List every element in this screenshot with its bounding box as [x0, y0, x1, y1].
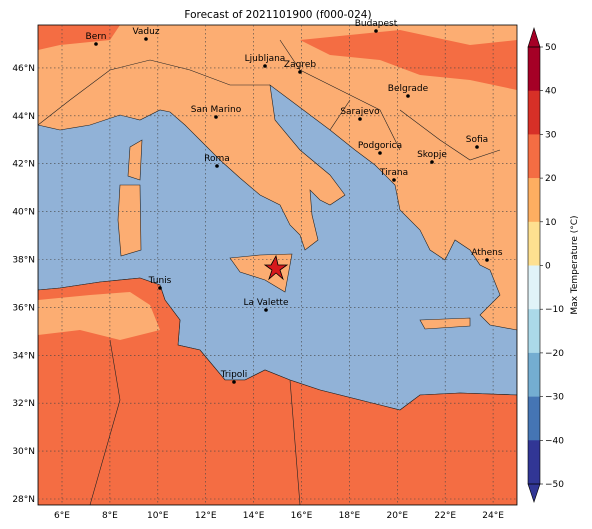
colorbar-tick-label: −20	[545, 349, 564, 359]
city-label: Athens	[471, 248, 502, 258]
colorbar-segment	[528, 396, 540, 441]
colorbar-segment	[528, 90, 540, 135]
city-label: Belgrade	[388, 84, 429, 94]
city-label: Roma	[204, 154, 230, 164]
city-dot	[158, 286, 162, 290]
colorbar-tick-label: 50	[545, 43, 557, 53]
colorbar-segment	[528, 134, 540, 179]
city-dot	[232, 380, 236, 384]
colorbar-segment	[528, 309, 540, 354]
city-label: Skopje	[417, 150, 447, 160]
lon-tick-label: 22°E	[434, 511, 456, 521]
city-dot	[358, 117, 362, 121]
colorbar-tick-label: 40	[545, 87, 557, 97]
city-dot	[215, 164, 219, 168]
city-label: Vaduz	[132, 27, 159, 37]
city-label: Tunis	[148, 276, 172, 286]
lat-tick-label: 38°N	[12, 256, 35, 266]
city-label: Zagreb	[284, 60, 316, 70]
colorbar-tick-label: −40	[545, 436, 564, 446]
city-label: Sofia	[466, 135, 488, 145]
lat-tick-label: 28°N	[12, 495, 35, 505]
city-label: Podgorica	[358, 141, 402, 151]
city-dot	[263, 64, 267, 68]
city-dot	[214, 115, 218, 119]
city-dot	[94, 42, 98, 46]
borders	[38, 39, 501, 505]
city-label: La Valette	[244, 298, 289, 308]
city-dot	[392, 178, 396, 182]
lat-tick-label: 32°N	[12, 399, 35, 409]
lon-tick-label: 8°E	[102, 511, 118, 521]
colorbar-tick-label: 20	[545, 174, 557, 184]
city-dot	[485, 258, 489, 262]
colorbar-tick-label: 30	[545, 130, 557, 140]
lon-tick-label: 18°E	[339, 511, 361, 521]
colorbar-segment	[528, 47, 540, 91]
lon-tick-label: 12°E	[195, 511, 217, 521]
colorbar-tick-label: 10	[545, 218, 557, 228]
colorbar-extend-top	[527, 27, 541, 48]
sardinia	[117, 184, 142, 257]
city-dot	[144, 37, 148, 41]
city-label: Tirana	[379, 168, 408, 178]
city-label: Bern	[86, 32, 107, 42]
lon-tick-label: 20°E	[386, 511, 408, 521]
city-label: Ljubljana	[245, 54, 286, 64]
colorbar-label: Max Temperature (°C)	[570, 215, 580, 314]
lat-tick-label: 42°N	[12, 160, 35, 170]
city-dot	[475, 145, 479, 149]
city-label: San Marino	[191, 105, 242, 115]
city-label: Budapest	[355, 19, 398, 29]
city-label: Tripoli	[220, 370, 248, 380]
colorbar-tick-label: −10	[545, 305, 564, 315]
title: Forecast of 2021101900 (f000-024)	[184, 9, 371, 21]
colorbar-segment	[528, 178, 540, 223]
city-dot	[378, 151, 382, 155]
lon-tick-label: 10°E	[147, 511, 169, 521]
city-dot	[264, 308, 268, 312]
colorbar-extend-bottom	[527, 483, 541, 503]
lat-tick-label: 36°N	[12, 303, 35, 313]
city-dot	[430, 160, 434, 164]
lat-tick-label: 46°N	[12, 64, 35, 74]
colorbar-tick-label: −30	[545, 393, 564, 403]
lon-tick-label: 16°E	[291, 511, 313, 521]
lat-tick-label: 30°N	[12, 447, 35, 457]
lon-tick-label: 6°E	[54, 511, 70, 521]
lat-tick-label: 34°N	[12, 351, 35, 361]
city-label: Sarajevo	[340, 107, 380, 117]
colorbar-tick-label: −50	[545, 480, 564, 490]
tunisia-cooler	[38, 292, 160, 340]
colorbar-segment	[528, 265, 540, 310]
crete	[419, 317, 471, 330]
corsica	[127, 139, 143, 181]
lat-tick-label: 40°N	[12, 208, 35, 218]
lat-tick-label: 44°N	[12, 112, 35, 122]
colorbar-segment	[528, 440, 540, 485]
city-dot	[374, 29, 378, 33]
north-africa	[38, 277, 517, 505]
lon-tick-label: 24°E	[482, 511, 504, 521]
city-dot	[298, 70, 302, 74]
city-dot	[406, 94, 410, 98]
colorbar-segment	[528, 221, 540, 266]
lon-tick-label: 14°E	[243, 511, 265, 521]
colorbar-tick-label: 0	[545, 262, 551, 272]
colorbar-segment	[528, 352, 540, 397]
map-frame	[37, 24, 518, 506]
star-marker	[263, 254, 289, 281]
